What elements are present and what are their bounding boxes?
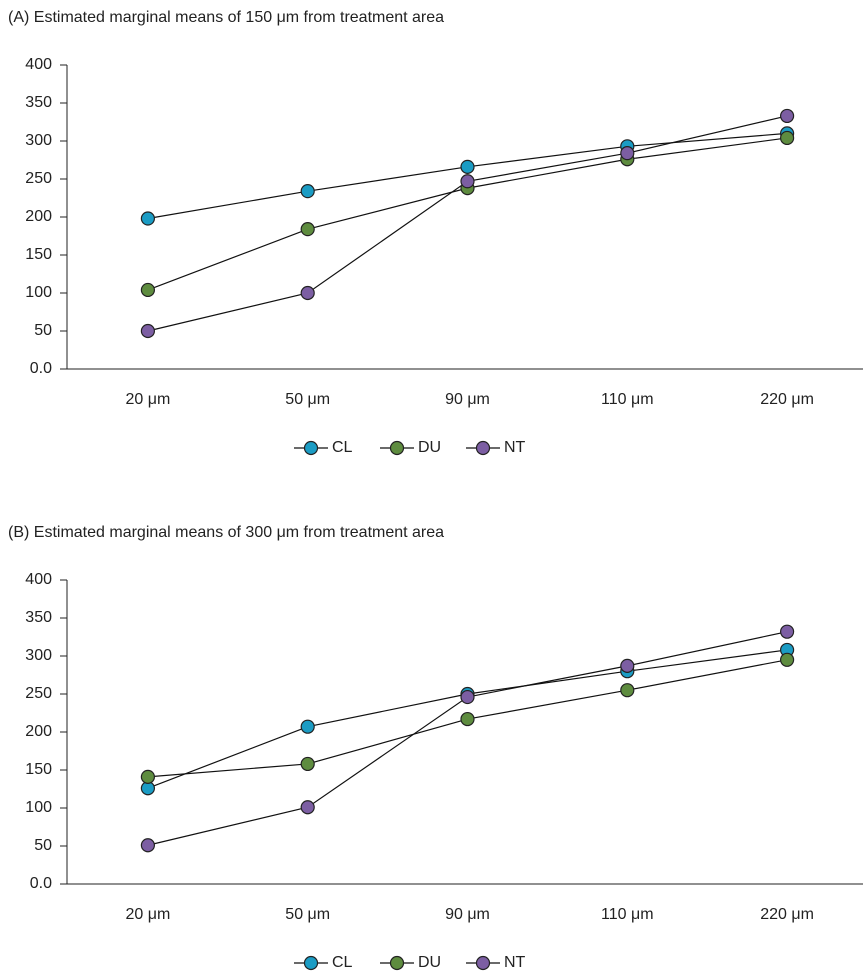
chart-title: (B) Estimated marginal means of 300 μm f…: [8, 524, 444, 541]
point: [460, 711, 475, 727]
y-tick-label: 200: [25, 208, 52, 225]
point: [140, 838, 155, 853]
legend-swatch: [389, 955, 405, 971]
point: [460, 689, 475, 705]
point: [300, 719, 315, 734]
point: [779, 108, 795, 124]
legend-label: CL: [332, 954, 353, 971]
legend-swatch: [303, 955, 319, 971]
point: [140, 323, 155, 339]
legend-label: DU: [418, 954, 441, 971]
y-tick-label: 100: [25, 284, 52, 301]
series-line: [147, 631, 788, 846]
y-tick-label: 50: [34, 837, 52, 854]
y-tick-label: 200: [25, 723, 52, 740]
y-tick-label: 350: [25, 609, 52, 626]
x-tick-label: 90 μm: [445, 391, 490, 408]
point: [300, 756, 315, 772]
legend-swatch: [475, 440, 491, 456]
x-tick-label: 50 μm: [285, 906, 330, 923]
y-tick-label: 0.0: [30, 360, 52, 377]
x-tick-label: 90 μm: [445, 906, 490, 923]
series-line: [147, 115, 788, 332]
y-tick-label: 250: [25, 170, 52, 187]
legend-label: CL: [332, 439, 353, 456]
x-tick-label: 110 μm: [601, 906, 654, 923]
point: [620, 683, 635, 698]
point: [140, 282, 155, 298]
x-tick-label: 110 μm: [601, 391, 654, 408]
point: [300, 800, 315, 815]
point: [779, 652, 795, 667]
point: [460, 159, 475, 174]
point: [779, 130, 795, 146]
legend-label: NT: [504, 954, 526, 971]
y-tick-label: 150: [25, 246, 52, 263]
x-tick-label: 20 μm: [126, 391, 171, 408]
y-tick-label: 0.0: [30, 875, 52, 892]
chart-title: (A) Estimated marginal means of 150 μm f…: [8, 9, 444, 26]
y-tick-label: 300: [25, 647, 52, 664]
x-tick-label: 50 μm: [285, 391, 330, 408]
x-tick-label: 220 μm: [760, 391, 814, 408]
point: [300, 285, 315, 301]
legend-swatch: [303, 440, 319, 456]
point: [140, 211, 155, 226]
x-tick-label: 20 μm: [126, 906, 171, 923]
legend-swatch: [475, 955, 491, 971]
legend-swatch: [389, 440, 405, 456]
point: [620, 658, 635, 673]
point: [300, 222, 315, 237]
point: [779, 624, 795, 639]
point: [620, 146, 635, 161]
y-tick-label: 100: [25, 799, 52, 816]
y-tick-label: 400: [25, 56, 52, 73]
point: [460, 174, 475, 189]
y-tick-label: 400: [25, 571, 52, 588]
y-tick-label: 150: [25, 761, 52, 778]
y-tick-label: 250: [25, 685, 52, 702]
x-tick-label: 220 μm: [760, 906, 814, 923]
legend-label: DU: [418, 439, 441, 456]
y-tick-label: 50: [34, 322, 52, 339]
y-tick-label: 300: [25, 132, 52, 149]
legend-label: NT: [504, 439, 526, 456]
y-tick-label: 350: [25, 94, 52, 111]
point: [140, 769, 155, 784]
point: [300, 184, 315, 199]
